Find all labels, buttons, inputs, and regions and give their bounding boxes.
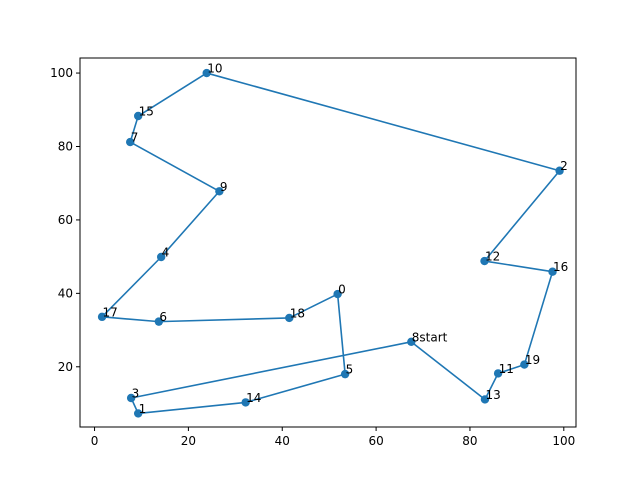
point-label-4: 4 xyxy=(162,246,170,260)
point-marker-17 xyxy=(97,312,107,322)
point-marker-10 xyxy=(202,68,211,78)
point-label-14: 14 xyxy=(246,391,261,405)
point-label-0: 0 xyxy=(338,283,346,297)
point-marker-3 xyxy=(126,393,136,403)
point-label-12: 12 xyxy=(485,250,500,264)
point-marker-7 xyxy=(126,137,135,147)
point-marker-1 xyxy=(133,409,143,418)
y-tick-label: 20 xyxy=(58,360,73,374)
point-marker-14 xyxy=(241,398,250,407)
route-line xyxy=(101,72,561,415)
point-label-13: 13 xyxy=(485,388,500,402)
point-label-1: 1 xyxy=(139,402,147,416)
point-label-15: 15 xyxy=(139,105,154,119)
y-tick-label: 60 xyxy=(58,213,73,227)
x-tick-label: 20 xyxy=(181,434,196,448)
x-tick-label: 100 xyxy=(552,434,575,448)
point-marker-12 xyxy=(480,256,489,266)
point-label-18: 18 xyxy=(290,306,305,320)
axes-frame xyxy=(79,57,577,428)
point-marker-2 xyxy=(555,166,564,175)
y-tick-label: 80 xyxy=(58,139,73,153)
point-marker-15 xyxy=(133,111,143,121)
point-label-17: 17 xyxy=(103,305,118,319)
point-label-6: 6 xyxy=(159,310,167,324)
point-label-11: 11 xyxy=(499,362,514,376)
point-label-7: 7 xyxy=(131,131,139,145)
point-marker-16 xyxy=(548,267,557,276)
x-tick-label: 80 xyxy=(462,434,477,448)
point-marker-19 xyxy=(520,360,529,369)
point-marker-6 xyxy=(154,317,164,326)
x-tick-label: 60 xyxy=(368,434,383,448)
point-marker-8 xyxy=(407,337,416,347)
point-label-5: 5 xyxy=(346,363,354,377)
point-label-8: 8start xyxy=(412,330,448,344)
y-tick-label: 100 xyxy=(50,66,73,80)
point-marker-4 xyxy=(156,252,166,262)
point-label-2: 2 xyxy=(560,159,568,173)
point-marker-0 xyxy=(333,289,342,299)
x-tick-label: 0 xyxy=(91,434,99,448)
point-marker-13 xyxy=(480,395,490,404)
point-label-9: 9 xyxy=(220,180,228,194)
point-label-3: 3 xyxy=(132,386,140,400)
y-tick-label: 40 xyxy=(58,286,73,300)
point-marker-9 xyxy=(215,187,224,196)
x-tick-label: 40 xyxy=(275,434,290,448)
point-label-19: 19 xyxy=(525,353,540,367)
point-marker-11 xyxy=(493,369,503,378)
plot-area: 0 20 40 60 80 10020406080100012345678start910… xyxy=(50,57,577,448)
point-label-16: 16 xyxy=(553,260,568,274)
point-marker-5 xyxy=(340,369,350,379)
point-marker-18 xyxy=(285,313,294,323)
point-label-10: 10 xyxy=(207,62,222,76)
